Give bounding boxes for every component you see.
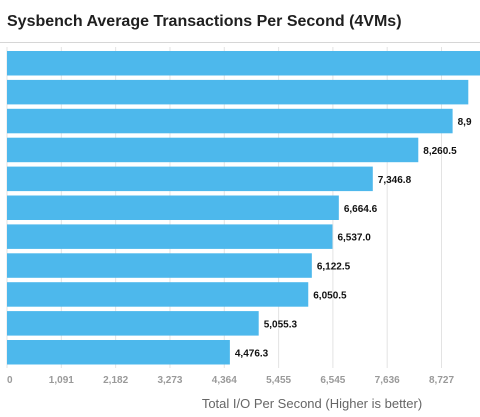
value-labels: 8,9 8,260.5 7,346.8 6,664.6 6,537.0 6,122.5 6,… [235,117,472,359]
bar-9 [7,311,259,336]
x-tick-label-5: 5,455 [266,375,291,386]
x-tick-label-8: 8,727 [429,375,454,386]
bar-8 [7,282,309,307]
bar-10 [7,340,230,365]
bar-value-label-5: 6,664.6 [344,204,378,215]
x-tick-label-2: 2,182 [103,375,128,386]
bar-1 [7,79,469,105]
x-tick-label-7: 7,636 [375,375,400,386]
bar-value-label-7: 6,122.5 [317,262,351,273]
bars [7,51,480,365]
bar-value-label-8: 6,050.5 [313,290,347,301]
bar-value-label-3: 8,260.5 [423,146,457,157]
x-tick-label-1: 1,091 [49,375,74,386]
bar-3 [7,137,419,163]
bar-2 [7,108,453,134]
bar-value-label-9: 5,055.3 [264,319,298,330]
bar-value-label-2: 8,9 [458,117,472,128]
chart-title: Sysbench Average Transactions Per Second… [7,13,402,30]
title-divider [0,42,480,43]
bar-5 [7,195,339,220]
bar-value-label-4: 7,346.8 [378,175,412,186]
bar-7 [7,253,312,278]
x-tick-label-0: 0 [7,375,13,386]
x-tick-label-6: 6,545 [320,375,345,386]
bar-value-label-10: 4,476.3 [235,348,269,359]
x-tick-label-4: 4,364 [212,375,237,386]
x-tick-label-3: 3,273 [157,375,182,386]
bar-value-label-6: 6,537.0 [337,233,371,244]
x-axis-ticks: 0 1,091 2,182 3,273 4,364 5,455 6,545 7,636 8,72… [7,375,454,386]
bar-0 [7,51,480,76]
bar-4 [7,166,373,192]
bar-6 [7,224,333,249]
x-axis-title: Total I/O Per Second (Higher is better) [202,396,422,411]
